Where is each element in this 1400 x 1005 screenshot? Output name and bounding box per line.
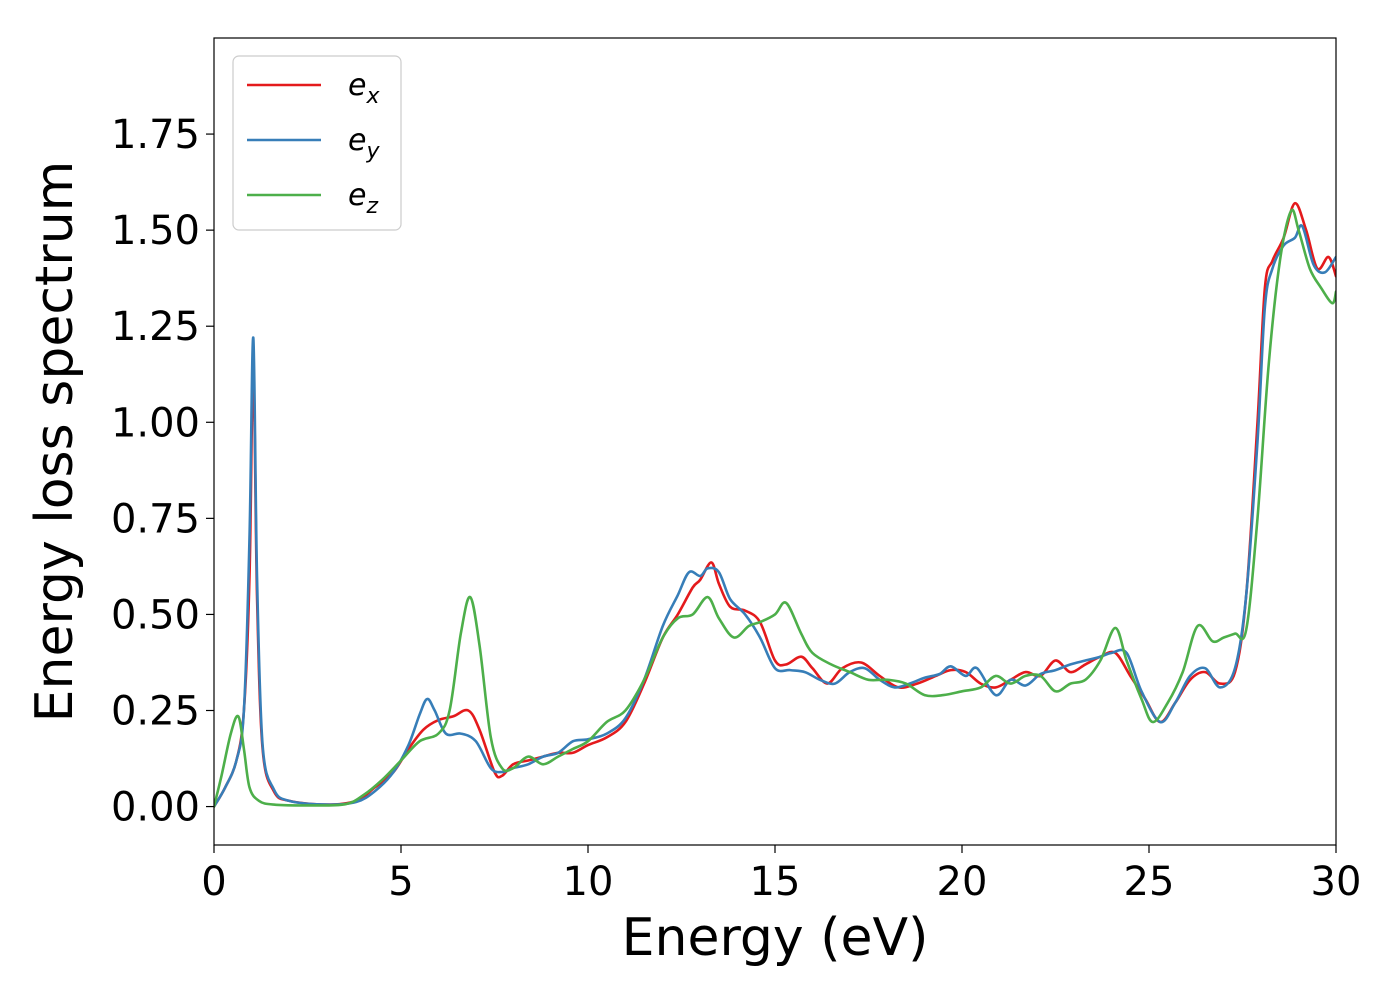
series-layer: [214, 201, 1336, 808]
y-axis: 0.00 0.25 0.50 0.75 1.00 1.25 1.50 1.75: [111, 112, 214, 831]
x-axis: 0 5 10 15 20 25 30: [201, 845, 1361, 905]
legend-label-z: ez: [348, 178, 378, 219]
y-tick-label: 1.00: [111, 400, 200, 446]
legend-box: [232, 55, 402, 231]
x-axis-label: Energy (eV): [622, 908, 929, 968]
x-tick-label: 25: [1124, 859, 1175, 905]
x-tick-label: 5: [388, 859, 413, 905]
x-tick-label: 30: [1311, 859, 1362, 905]
y-tick-label: 1.25: [111, 304, 200, 350]
legend-label-y: ey: [348, 123, 380, 164]
y-tick-label: 0.75: [111, 496, 200, 542]
legend-label-x: ex: [348, 68, 380, 109]
x-tick-label: 0: [201, 859, 226, 905]
y-tick-label: 1.50: [111, 208, 200, 254]
y-tick-label: 0.25: [111, 689, 200, 735]
y-axis-label: Energy loss spectrum: [25, 161, 85, 723]
series-line-y: [214, 224, 1336, 808]
x-tick-label: 10: [563, 859, 614, 905]
legend: ex ey ez: [232, 55, 402, 231]
x-tick-label: 20: [937, 859, 988, 905]
series-line-z: [214, 208, 1336, 808]
y-tick-label: 0.50: [111, 592, 200, 638]
y-tick-label: 1.75: [111, 112, 200, 158]
y-tick-label: 0.00: [111, 785, 200, 831]
x-tick-label: 15: [750, 859, 801, 905]
